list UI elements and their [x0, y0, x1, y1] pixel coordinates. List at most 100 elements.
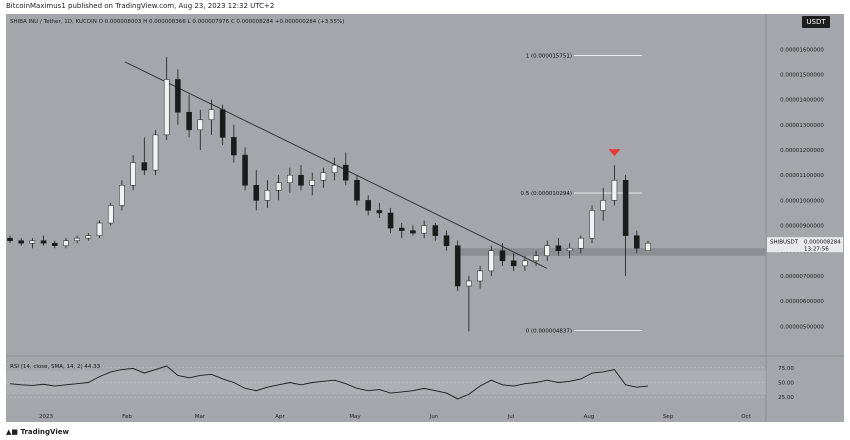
- footer-bar: ▲■ TradingView: [0, 424, 850, 440]
- candle-body: [208, 109, 215, 121]
- candle-body: [566, 247, 573, 251]
- candle-body: [522, 260, 528, 267]
- candle-body: [186, 111, 192, 131]
- candle-body: [107, 205, 114, 224]
- candle-body: [163, 79, 170, 136]
- rsi-tick-label: 25.00: [778, 395, 794, 401]
- x-tick-label: Sep: [663, 414, 674, 420]
- candle-body: [40, 240, 47, 244]
- candle-body: [544, 245, 551, 257]
- y-tick-label: 0.00001100000: [780, 173, 824, 179]
- candle-body: [622, 179, 629, 236]
- y-tick-label: 0.00000600000: [780, 299, 824, 305]
- candle-body: [499, 250, 506, 262]
- candle-body: [533, 255, 539, 262]
- y-tick-label: 0.00000900000: [780, 224, 824, 230]
- candle-body: [130, 162, 136, 186]
- tradingview-logo[interactable]: ▲■ TradingView: [6, 428, 69, 436]
- fib-level-label: 1 (0.000015751): [526, 54, 572, 60]
- price-tag-box: [767, 237, 843, 253]
- x-tick-label: May: [349, 414, 361, 420]
- candle-body: [231, 137, 237, 156]
- y-tick-label: 0.00001400000: [780, 98, 824, 104]
- y-tick-label: 0.00000700000: [780, 274, 824, 280]
- candle-body: [398, 227, 405, 231]
- publisher-bar: BitcoinMaximus1 published on TradingView…: [0, 0, 850, 12]
- candle-body: [589, 210, 595, 239]
- candle-body: [275, 182, 282, 191]
- rsi-line: [9, 365, 649, 400]
- candle-body: [600, 200, 606, 211]
- candle-body: [320, 172, 327, 181]
- y-tick-label: 0.00000500000: [780, 324, 824, 330]
- x-tick-label: Jun: [429, 414, 439, 420]
- candle-body: [29, 240, 36, 244]
- y-tick-label: 0.00001000000: [780, 198, 824, 204]
- arrow-down-icon: [608, 149, 621, 157]
- x-tick-label: Mar: [195, 414, 206, 420]
- candle-body: [466, 280, 472, 287]
- candle-body: [376, 210, 383, 214]
- candle-body: [645, 242, 651, 251]
- candle-body: [343, 164, 349, 181]
- publisher-text: BitcoinMaximus1 published on TradingView…: [6, 2, 275, 10]
- candle-body: [410, 230, 416, 234]
- candle-body: [197, 119, 204, 131]
- x-tick-label: Apr: [275, 414, 285, 420]
- price-tag-symbol: SHIBUSDT: [770, 240, 799, 246]
- candle-body: [421, 225, 427, 234]
- brand-name: TradingView: [20, 428, 69, 436]
- x-tick-label: Aug: [584, 414, 595, 420]
- candle-body: [432, 225, 439, 236]
- candle-body: [85, 235, 92, 239]
- candle-body: [611, 179, 618, 201]
- candle-body: [578, 237, 584, 249]
- currency-badge[interactable]: USDT: [802, 16, 830, 28]
- y-tick-label: 0.00001300000: [780, 123, 824, 129]
- candle-body: [365, 200, 371, 211]
- y-tick-label: 0.00001600000: [780, 47, 824, 53]
- candle-body: [175, 79, 181, 113]
- candle-body: [488, 250, 495, 272]
- candle-body: [298, 174, 304, 186]
- x-tick-label: Oct: [741, 414, 751, 420]
- candle-body: [18, 240, 24, 244]
- rsi-legend: RSI (14, close, SMA, 14, 2) 44.33: [10, 364, 101, 370]
- candle-body: [219, 109, 226, 138]
- x-tick-label: 2023: [39, 414, 53, 420]
- candle-body: [264, 190, 271, 201]
- candle-body: [52, 242, 58, 246]
- fib-level-label: 0.5 (0.000010294): [520, 191, 572, 197]
- candle-body: [253, 185, 260, 201]
- candle-body: [634, 235, 640, 249]
- candle-body: [331, 164, 338, 173]
- candle-body: [74, 237, 80, 241]
- rsi-tick-label: 50.00: [778, 381, 794, 387]
- chart-area[interactable]: SHIBA INU / Tether, 1D, KUCOIN O 0.00000…: [6, 14, 844, 422]
- candle-body: [443, 235, 450, 246]
- candle-body: [454, 245, 461, 287]
- candle-body: [141, 162, 148, 171]
- symbol-legend: SHIBA INU / Tether, 1D, KUCOIN O 0.00000…: [10, 19, 344, 25]
- candle-body: [510, 260, 517, 267]
- candle-body: [387, 212, 394, 229]
- candle-body: [477, 270, 483, 282]
- candle-body: [7, 237, 13, 241]
- x-tick-label: Jul: [507, 414, 515, 420]
- candle-body: [63, 240, 69, 246]
- candle-body: [555, 245, 562, 251]
- price-tag-value: 0.000008284: [804, 240, 841, 246]
- price-chart[interactable]: SHIBA INU / Tether, 1D, KUCOIN O 0.00000…: [6, 14, 844, 422]
- x-tick-label: Feb: [122, 414, 132, 420]
- candle-body: [96, 222, 103, 236]
- candle-body: [152, 134, 159, 171]
- candle-body: [309, 179, 315, 186]
- y-tick-label: 0.00001200000: [780, 148, 824, 154]
- price-tag-countdown: 13:27:56: [804, 247, 829, 253]
- y-tick-label: 0.00001500000: [780, 72, 824, 78]
- rsi-tick-label: 75.00: [778, 366, 794, 372]
- fib-level-label: 0 (0.000004837): [526, 328, 572, 334]
- candle-body: [354, 179, 360, 201]
- candle-body: [287, 174, 293, 183]
- candle-body: [119, 185, 125, 206]
